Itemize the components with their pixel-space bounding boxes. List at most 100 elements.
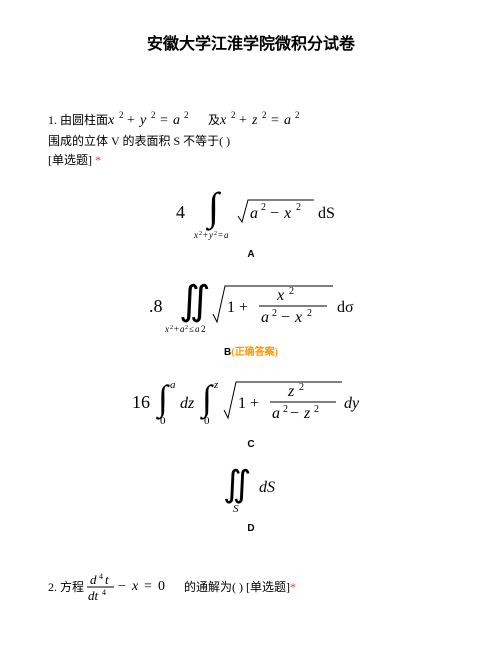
q1-tag: [单选题]	[48, 153, 92, 167]
svg-text:dt: dt	[88, 588, 99, 603]
question-1: 1. 由圆柱面 x 2 + y 2 = a 2 及 x 2 +	[48, 110, 454, 170]
svg-text:−: −	[281, 309, 290, 326]
svg-text:a: a	[170, 379, 176, 391]
svg-text:2: 2	[184, 110, 189, 120]
svg-text:≤: ≤	[189, 324, 194, 334]
svg-text:=: =	[160, 113, 168, 128]
svg-text:2: 2	[170, 325, 173, 331]
svg-text:y: y	[208, 230, 213, 240]
svg-text:2: 2	[295, 110, 300, 120]
q2-star: *	[290, 578, 296, 597]
q1-option-d[interactable]: ∬ S dS D	[48, 466, 454, 534]
svg-text:x: x	[283, 205, 291, 222]
svg-text:0: 0	[158, 579, 165, 594]
svg-text:0: 0	[160, 415, 166, 427]
svg-text:S: S	[233, 503, 239, 515]
svg-text:=: =	[144, 579, 152, 594]
svg-text:2: 2	[307, 308, 312, 319]
svg-text:2: 2	[151, 110, 156, 120]
svg-text:x: x	[220, 113, 227, 128]
svg-text:x: x	[164, 324, 169, 334]
svg-text:2: 2	[296, 202, 301, 213]
svg-text:∫: ∫	[200, 378, 214, 420]
svg-text:−: −	[270, 205, 279, 222]
q2-tail: 的通解为( ) [单选题]	[184, 578, 290, 597]
svg-text:4: 4	[102, 588, 106, 597]
svg-text:dS: dS	[318, 205, 335, 222]
svg-text:dy: dy	[344, 395, 360, 412]
svg-text:2: 2	[289, 286, 294, 297]
svg-text:x: x	[131, 579, 139, 594]
svg-text:2: 2	[185, 325, 188, 331]
svg-text:z: z	[303, 405, 311, 422]
svg-text:2: 2	[272, 308, 277, 319]
svg-text:dS: dS	[259, 479, 275, 496]
svg-text:∫: ∫	[156, 378, 170, 420]
q2-prefix: 2. 方程	[48, 578, 84, 597]
svg-text:a: a	[261, 309, 269, 326]
svg-text:a: a	[284, 113, 291, 128]
svg-text:−: −	[290, 405, 299, 422]
svg-text:2: 2	[231, 110, 236, 120]
q1-eq2: x 2 + z 2 = a 2	[220, 110, 320, 132]
svg-text:2: 2	[261, 202, 266, 213]
svg-text:1 +: 1 +	[227, 299, 248, 316]
q1-option-a[interactable]: 4 ∫ x 2 + y 2 = a a 2 − x 2 dS A	[48, 186, 454, 260]
svg-text:dz: dz	[180, 395, 195, 412]
svg-text:x: x	[294, 309, 302, 326]
svg-text:a: a	[173, 113, 180, 128]
optC-lead: 16	[132, 392, 150, 412]
svg-text:∬: ∬	[179, 278, 211, 323]
svg-text:∬: ∬	[223, 466, 251, 504]
svg-text:x: x	[193, 230, 198, 240]
svg-text:2: 2	[199, 231, 202, 237]
optA-label: A	[48, 249, 454, 260]
svg-text:z: z	[287, 383, 295, 400]
question-2: 2. 方程 d 4 t dt 4 − x = 0 的通解为( ) [单选题] *	[48, 570, 454, 604]
svg-text:z: z	[213, 379, 219, 391]
svg-text:a: a	[250, 205, 258, 222]
q1-tail: 围成的立体 V 的表面积 S 不等于( )	[48, 132, 230, 151]
svg-text:x: x	[108, 113, 115, 128]
svg-text:a: a	[224, 230, 229, 240]
svg-text:4: 4	[99, 572, 103, 581]
exam-title: 安徽大学江淮学院微积分试卷	[48, 30, 454, 54]
svg-text:2: 2	[283, 404, 288, 415]
q1-prefix: 1. 由圆柱面	[48, 111, 108, 130]
q1-eq1: x 2 + y 2 = a 2	[108, 110, 208, 132]
svg-text:−: −	[118, 579, 126, 594]
svg-text:∫: ∫	[205, 186, 222, 231]
svg-text:=: =	[271, 113, 279, 128]
q1-option-c[interactable]: 16 ∫ a 0 dz ∫ z 0 1 + z 2 a 2 − z 2	[48, 374, 454, 450]
svg-text:a: a	[272, 405, 280, 422]
svg-text:2: 2	[262, 110, 267, 120]
q1-mid: 及	[208, 111, 220, 130]
optB-lead: .8	[149, 296, 163, 316]
svg-text:+: +	[174, 324, 179, 334]
svg-text:2: 2	[201, 324, 206, 334]
svg-text:2: 2	[214, 231, 217, 237]
svg-text:y: y	[138, 113, 147, 128]
svg-text:2: 2	[119, 110, 124, 120]
q1-star: *	[95, 153, 101, 167]
svg-text:+: +	[203, 230, 208, 240]
svg-text:dσ: dσ	[337, 299, 354, 316]
q2-eq: d 4 t dt 4 − x = 0	[84, 570, 184, 604]
svg-text:2: 2	[314, 404, 319, 415]
svg-text:+: +	[127, 113, 135, 128]
optB-correct: (正确答案)	[231, 347, 278, 358]
svg-text:0: 0	[204, 415, 210, 427]
svg-text:=: =	[218, 230, 223, 240]
svg-text:a: a	[195, 324, 200, 334]
svg-text:x: x	[276, 287, 284, 304]
optD-label: D	[48, 523, 454, 534]
optA-lead: 4	[176, 202, 185, 222]
svg-text:1 +: 1 +	[238, 395, 259, 412]
svg-text:+: +	[239, 113, 247, 128]
svg-text:t: t	[105, 572, 109, 587]
svg-text:2: 2	[299, 382, 304, 393]
svg-text:d: d	[90, 572, 97, 587]
q1-option-b[interactable]: .8 ∬ x 2 + a 2 ≤ a 2 1 + x 2 a 2 − x	[48, 276, 454, 358]
svg-text:z: z	[251, 113, 258, 128]
optC-label: C	[48, 439, 454, 450]
